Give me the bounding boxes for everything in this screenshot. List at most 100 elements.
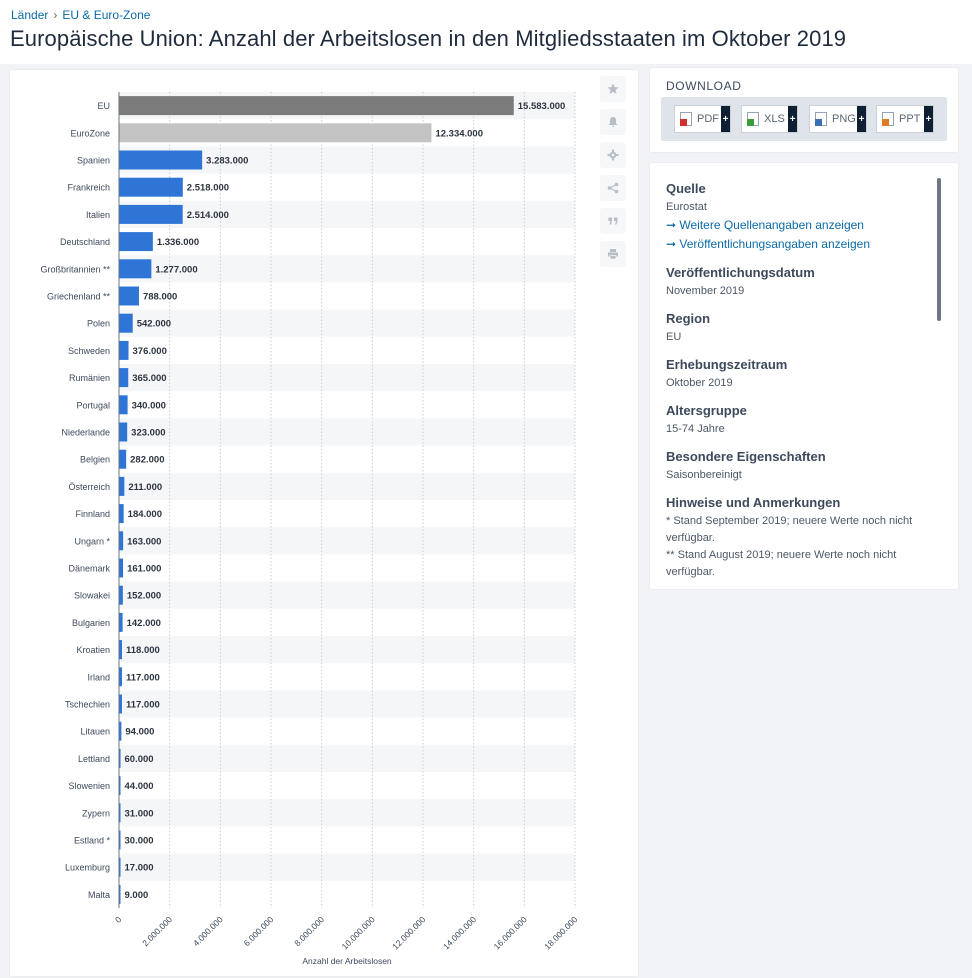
bar xyxy=(119,476,125,496)
category-label: Österreich xyxy=(68,482,110,492)
bar xyxy=(119,694,122,714)
download-title: DOWNLOAD xyxy=(666,79,742,93)
chart-toolbar xyxy=(600,76,630,274)
png-file-icon xyxy=(815,112,827,126)
bar xyxy=(119,204,183,224)
gear-icon xyxy=(607,149,619,161)
page-title: Europäische Union: Anzahl der Arbeitslos… xyxy=(10,26,847,51)
cite-button[interactable] xyxy=(600,208,626,234)
value-label: 15.583.000 xyxy=(518,101,566,112)
bar xyxy=(119,286,139,306)
plus-icon: + xyxy=(788,106,797,132)
value-label: 163.000 xyxy=(127,536,161,547)
category-label: Luxemburg xyxy=(65,863,110,873)
download-ppt-label: PPT xyxy=(899,113,921,125)
survey-period-section: Erhebungszeitraum Oktober 2019 xyxy=(666,357,940,392)
settings-button[interactable] xyxy=(600,142,626,168)
download-ppt-button[interactable]: PPT + xyxy=(876,105,934,133)
download-pdf-button[interactable]: PDF + xyxy=(674,105,731,133)
value-label: 118.000 xyxy=(126,645,160,656)
category-label: Bulgarien xyxy=(72,618,110,628)
notification-button[interactable] xyxy=(600,109,626,135)
bar xyxy=(119,830,121,850)
breadcrumb-item-eu-euro-zone[interactable]: EU & Euro-Zone xyxy=(62,8,151,22)
source-label: Quelle xyxy=(666,181,706,196)
bar xyxy=(119,96,514,116)
value-label: 152.000 xyxy=(127,591,161,602)
plus-icon: + xyxy=(857,106,866,132)
star-icon xyxy=(607,83,619,94)
download-png-button[interactable]: PNG + xyxy=(809,105,867,133)
special-properties-section: Besondere Eigenschaften Saisonbereinigt xyxy=(666,449,940,484)
x-tick-label: 4.000.000 xyxy=(191,914,225,948)
note-august: ** Stand August 2019; neuere Werte noch … xyxy=(666,549,897,578)
bar xyxy=(119,177,183,197)
bar xyxy=(119,422,128,442)
age-group-section: Altersgruppe 15-74 Jahre xyxy=(666,403,940,438)
region-label: Region xyxy=(666,311,711,326)
bar xyxy=(119,395,128,415)
breadcrumb: Länder › EU & Euro-Zone xyxy=(11,8,150,22)
value-label: 1.277.000 xyxy=(155,264,197,275)
info-scrollbar[interactable] xyxy=(937,178,942,574)
value-label: 94.000 xyxy=(125,727,154,738)
info-scrollbar-thumb[interactable] xyxy=(937,178,941,321)
print-button[interactable] xyxy=(600,241,626,267)
age-group-value: 15-74 Jahre xyxy=(666,423,725,435)
x-tick-label: 16.000.000 xyxy=(492,914,529,951)
download-panel: DOWNLOAD PDF + XLS + PNG + PPT + xyxy=(650,68,958,152)
row-stripe xyxy=(119,527,575,555)
value-label: 117.000 xyxy=(126,700,160,711)
note-september: * Stand September 2019; neuere Werte noc… xyxy=(666,515,913,544)
notes-label: Hinweise und Anmerkungen xyxy=(666,495,841,510)
bar xyxy=(119,721,122,741)
category-label: Malta xyxy=(88,890,110,900)
bar xyxy=(119,748,121,768)
value-label: 3.283.000 xyxy=(206,156,248,167)
category-label: Zypern xyxy=(82,808,110,818)
publication-date-section: Veröffentlichungsdatum November 2019 xyxy=(666,265,940,300)
row-stripe xyxy=(119,799,575,827)
more-sources-link[interactable]: ➞ Weitere Quellenangaben anzeigen xyxy=(666,218,864,232)
source-section: Quelle Eurostat ➞ Weitere Quellenangaben… xyxy=(666,181,940,254)
info-scroll-area[interactable]: Quelle Eurostat ➞ Weitere Quellenangaben… xyxy=(650,163,940,578)
category-label: Dänemark xyxy=(68,564,110,574)
x-tick-label: 18.000.000 xyxy=(542,914,579,951)
bar xyxy=(119,368,129,388)
category-label: Schweden xyxy=(68,346,110,356)
value-label: 542.000 xyxy=(137,319,171,330)
special-properties-label: Besondere Eigenschaften xyxy=(666,449,826,464)
row-stripe xyxy=(119,472,575,500)
row-stripe xyxy=(119,581,575,609)
special-properties-value: Saisonbereinigt xyxy=(666,469,742,481)
publication-info-link[interactable]: ➞ Veröffentlichungsangaben anzeigen xyxy=(666,237,870,251)
category-label: Irland xyxy=(87,672,110,682)
region-section: Region EU xyxy=(666,311,940,346)
value-label: 323.000 xyxy=(131,428,165,439)
xls-file-icon xyxy=(747,112,759,126)
breadcrumb-separator: › xyxy=(53,8,58,22)
category-label: Lettland xyxy=(78,754,110,764)
bar xyxy=(119,449,127,469)
value-label: 30.000 xyxy=(125,836,154,847)
quote-icon xyxy=(608,217,618,225)
share-icon xyxy=(607,182,619,194)
share-button[interactable] xyxy=(600,175,626,201)
age-group-label: Altersgruppe xyxy=(666,403,747,418)
bar xyxy=(119,612,123,632)
category-label: EuroZone xyxy=(70,128,110,138)
category-label: Rumänien xyxy=(69,373,110,383)
bar xyxy=(119,150,203,170)
row-stripe xyxy=(119,636,575,664)
favorite-button[interactable] xyxy=(600,76,626,102)
bell-icon xyxy=(608,117,618,127)
pdf-file-icon xyxy=(680,112,692,126)
download-pdf-label: PDF xyxy=(697,113,719,125)
breadcrumb-item-laender[interactable]: Länder xyxy=(11,8,49,22)
category-label: Großbritannien ** xyxy=(40,264,110,274)
x-tick-label: 6.000.000 xyxy=(242,914,276,948)
download-xls-button[interactable]: XLS + xyxy=(741,105,798,133)
row-stripe xyxy=(119,744,575,772)
value-label: 2.518.000 xyxy=(187,183,229,194)
row-stripe xyxy=(119,364,575,392)
